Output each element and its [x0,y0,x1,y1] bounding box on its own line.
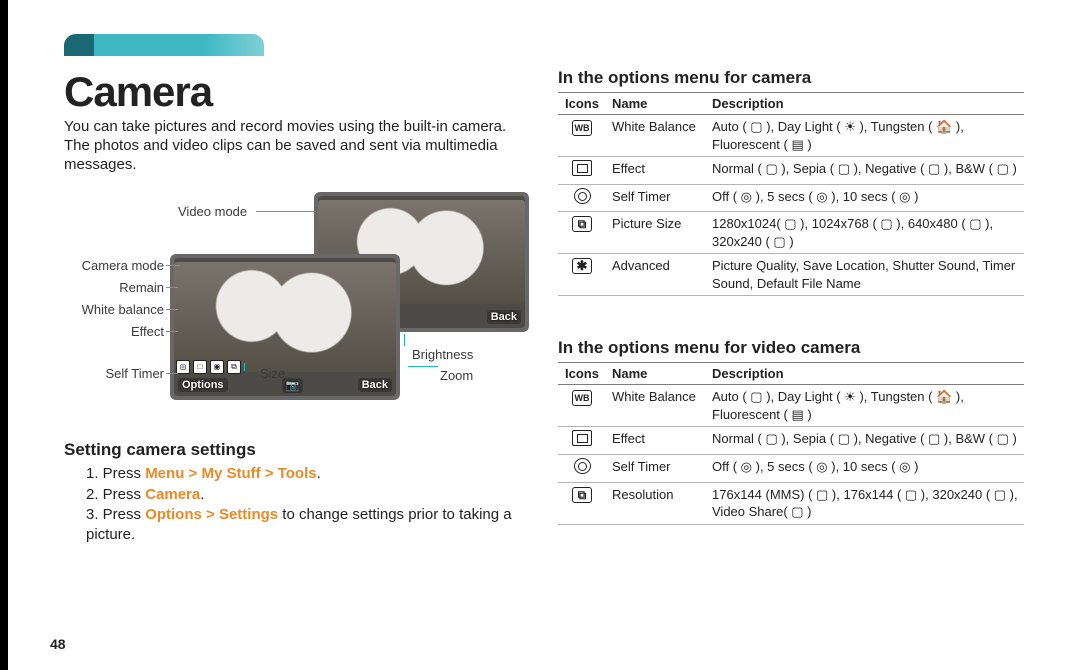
option-description: Normal ( ▢ ), Sepia ( ▢ ), Negative ( ▢ … [706,427,1024,455]
section-setting-title: Setting camera settings [64,440,530,460]
option-name: Self Timer [606,184,706,212]
label-camera-mode: Camera mode [70,258,164,273]
step-item: 3. Press Options > Settings to change se… [86,505,530,544]
table-row: AdvancedPicture Quality, Save Location, … [558,254,1024,296]
st-icon [574,458,591,474]
softkey-back: Back [358,378,392,392]
th-description: Description [706,93,1024,115]
option-name: Effect [606,427,706,455]
option-name: White Balance [606,115,706,157]
label-effect: Effect [124,324,164,339]
table-row: EffectNormal ( ▢ ), Sepia ( ▢ ), Negativ… [558,427,1024,455]
step-item: 2. Press Camera. [86,485,530,505]
label-zoom: Zoom [440,368,473,383]
th-description: Description [706,363,1024,385]
binding-edge [0,0,8,670]
th-name: Name [606,363,706,385]
page-number: 48 [50,636,66,652]
video-options-title: In the options menu for video camera [558,338,1024,358]
eff-icon [572,160,592,176]
label-self-timer: Self Timer [100,366,164,381]
setting-steps: 1. Press Menu > My Stuff > Tools.2. Pres… [86,464,530,544]
option-description: 1280x1024( ▢ ), 1024x768 ( ▢ ), 640x480 … [706,212,1024,254]
intro-text: You can take pictures and record movies … [64,118,530,174]
option-name: Effect [606,157,706,185]
table-row: EffectNormal ( ▢ ), Sepia ( ▢ ), Negativ… [558,157,1024,185]
table-row: White BalanceAuto ( ▢ ), Day Light ( ☀ )… [558,385,1024,427]
page-title: Camera [64,68,530,116]
eff-icon [572,430,592,446]
wb-icon [572,120,592,136]
table-row: Resolution176x144 (MMS) ( ▢ ), 176x144 (… [558,482,1024,524]
table-row: Picture Size1280x1024( ▢ ), 1024x768 ( ▢… [558,212,1024,254]
wb-icon [572,390,592,406]
option-name: Advanced [606,254,706,296]
option-name: Resolution [606,482,706,524]
label-video-mode: Video mode [178,204,247,219]
table-row: Self TimerOff ( ◎ ), 5 secs ( ◎ ), 10 se… [558,455,1024,483]
left-column: Camera You can take pictures and record … [64,20,530,545]
camera-options-table: Icons Name Description White BalanceAuto… [558,92,1024,296]
camera-options-title: In the options menu for camera [558,68,1024,88]
table-row: Self TimerOff ( ◎ ), 5 secs ( ◎ ), 10 se… [558,184,1024,212]
st-icon [574,188,591,204]
label-brightness: Brightness [412,347,473,362]
option-description: 176x144 (MMS) ( ▢ ), 176x144 ( ▢ ), 320x… [706,482,1024,524]
option-description: Normal ( ▢ ), Sepia ( ▢ ), Negative ( ▢ … [706,157,1024,185]
label-size: Size [260,366,285,381]
option-description: Auto ( ▢ ), Day Light ( ☀ ), Tungsten ( … [706,385,1024,427]
option-name: Picture Size [606,212,706,254]
softkey-options: Options [178,378,228,392]
label-white-balance: White balance [70,302,164,317]
th-name: Name [606,93,706,115]
camera-diagram: Options Back ◎□◉⧉ Options 📷 Back Video m… [64,192,530,428]
right-column: In the options menu for camera Icons Nam… [558,20,1024,545]
step-item: 1. Press Menu > My Stuff > Tools. [86,464,530,484]
video-options-table: Icons Name Description White BalanceAuto… [558,362,1024,524]
option-description: Picture Quality, Save Location, Shutter … [706,254,1024,296]
softkey-back: Back [487,310,521,324]
option-name: White Balance [606,385,706,427]
adv-icon [572,258,592,274]
th-icons: Icons [558,363,606,385]
table-row: White BalanceAuto ( ▢ ), Day Light ( ☀ )… [558,115,1024,157]
option-description: Auto ( ▢ ), Day Light ( ☀ ), Tungsten ( … [706,115,1024,157]
option-name: Self Timer [606,455,706,483]
page-content: Camera You can take pictures and record … [64,20,1024,545]
ps-icon [572,216,592,232]
label-remain: Remain [114,280,164,295]
option-description: Off ( ◎ ), 5 secs ( ◎ ), 10 secs ( ◎ ) [706,455,1024,483]
option-description: Off ( ◎ ), 5 secs ( ◎ ), 10 secs ( ◎ ) [706,184,1024,212]
th-icons: Icons [558,93,606,115]
ps-icon [572,487,592,503]
